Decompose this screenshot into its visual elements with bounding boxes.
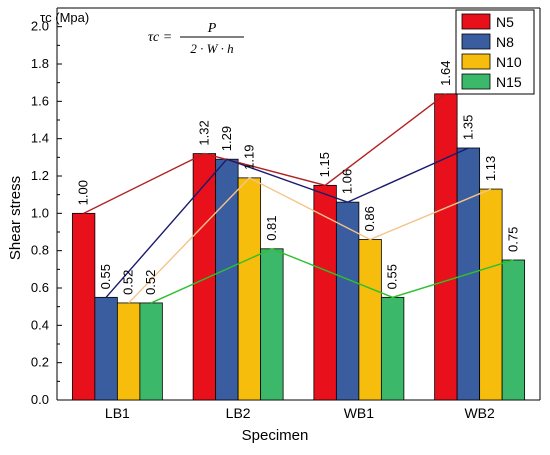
bar: [215, 158, 239, 401]
data-label: 0.52: [143, 270, 158, 295]
x-tick-label: LB2: [226, 405, 251, 421]
y-tick-label: 1.4: [31, 131, 49, 146]
x-tick-label: WB2: [464, 405, 495, 421]
data-label: 1.15: [317, 152, 332, 177]
data-label: 1.32: [196, 120, 211, 145]
data-labels: 1.00 0.55 0.52 0.52 1.32 1.29 1.19 0.81 1.15 1.06…: [76, 61, 521, 295]
data-label: 0.81: [264, 215, 279, 240]
y-tick-label: 1.2: [31, 168, 49, 183]
data-label: 1.29: [219, 126, 234, 151]
series-line: [83, 93, 447, 214]
legend-label: N10: [496, 54, 522, 70]
legend-swatch: [461, 33, 491, 50]
formula-numerator: P: [207, 21, 217, 36]
data-label: 1.13: [483, 156, 498, 181]
legend-swatch: [461, 53, 491, 70]
series-line: [150, 248, 514, 304]
bar: [380, 296, 405, 401]
bar: [434, 93, 458, 401]
bar: [260, 248, 284, 401]
y-tick-label: 1.8: [31, 56, 49, 71]
data-label: 0.52: [121, 270, 136, 295]
data-label: 1.19: [241, 145, 256, 170]
series-line: [105, 147, 469, 298]
bars: [71, 93, 526, 401]
data-label: 1.06: [340, 169, 355, 194]
data-label: 1.00: [76, 180, 91, 205]
x-tick-label: WB1: [344, 405, 375, 421]
y-tick-label: 0.2: [31, 355, 49, 370]
data-label: 0.55: [98, 264, 113, 289]
legend-label: N15: [496, 74, 522, 90]
x-axis-label: Specimen: [242, 427, 309, 444]
y-axis-label: Shear stress: [7, 176, 24, 260]
data-label: 0.55: [385, 264, 400, 289]
bar: [192, 153, 217, 401]
bar: [479, 188, 503, 401]
data-label: 1.35: [460, 115, 475, 140]
legend-swatch: [461, 73, 491, 90]
axes: 0.0 0.2 0.4 0.6 0.8 1.0 1.2 1.4 1.6 1.8 2.0 LB1 LB2 W…: [31, 7, 541, 421]
bar: [71, 212, 96, 401]
y-tick-label: 0.4: [31, 317, 49, 332]
y-axis-unit-title: τc (Mpa): [40, 10, 89, 25]
legend-label: N8: [496, 34, 514, 50]
bar: [139, 302, 163, 401]
bar: [116, 302, 141, 401]
x-tick-label: LB1: [105, 405, 130, 421]
bar: [94, 296, 118, 401]
data-label: 0.86: [362, 206, 377, 231]
series-lines: [83, 93, 514, 304]
bar: [237, 177, 262, 401]
y-tick-label: 2.0: [31, 19, 49, 34]
y-tick-label: 1.0: [31, 205, 49, 220]
legend-swatch: [461, 13, 491, 30]
formula: τc = P 2 · W · h: [148, 21, 244, 56]
data-label: 1.64: [438, 61, 453, 86]
legend: N5 N8 N10 N15: [455, 9, 535, 95]
y-tick-label: 0.8: [31, 243, 49, 258]
y-tick-label: 1.6: [31, 93, 49, 108]
y-tick-label: 0.0: [31, 392, 49, 407]
bar: [313, 184, 337, 401]
formula-denominator: 2 · W · h: [190, 41, 233, 56]
legend-label: N5: [496, 14, 514, 30]
formula-lhs: τc =: [148, 30, 172, 45]
data-label: 0.75: [505, 227, 520, 252]
series-line: [128, 177, 492, 304]
bar: [501, 259, 526, 401]
bar: [358, 239, 382, 401]
y-tick-label: 0.6: [31, 280, 49, 295]
